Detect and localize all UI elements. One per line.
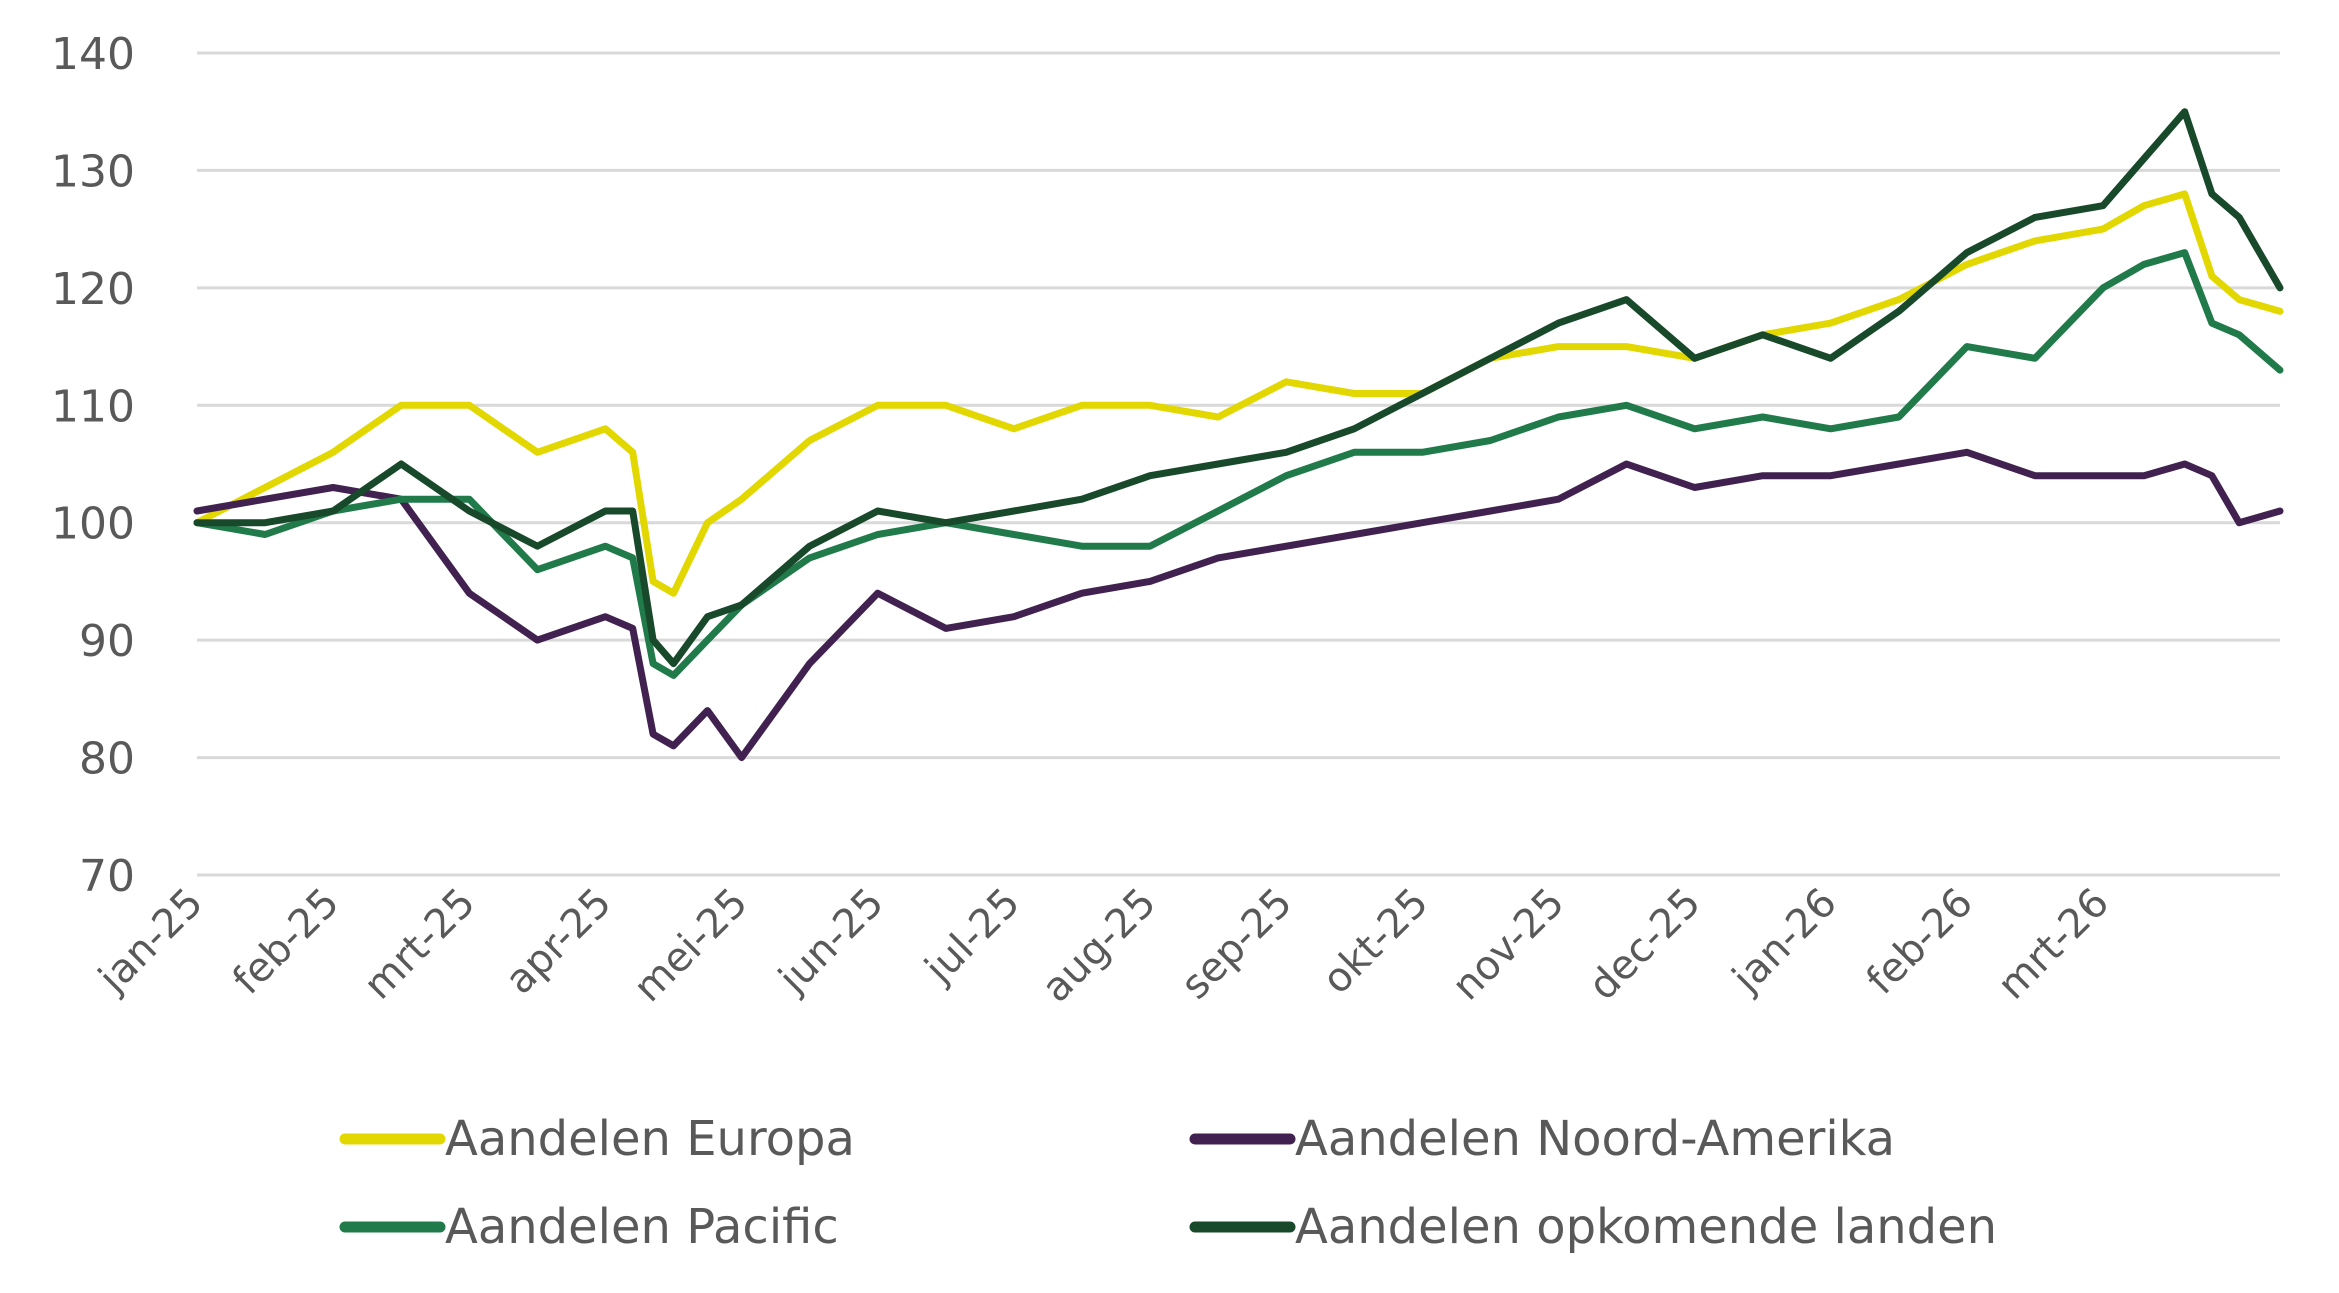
x-tick-label: feb-25 <box>224 880 348 1004</box>
x-tick-label: mei-25 <box>625 880 757 1012</box>
x-tick-label: jun-25 <box>770 880 893 1003</box>
y-tick-label: 90 <box>79 616 135 667</box>
x-tick-label: nov-25 <box>1444 880 1574 1010</box>
y-tick-label: 130 <box>51 146 135 197</box>
y-tick-label: 70 <box>79 851 135 902</box>
series-line-2 <box>193 448 2284 762</box>
legend-label: Aandelen opkomende landen <box>1295 1199 1997 1255</box>
y-tick-label: 110 <box>51 381 135 432</box>
series-line-3 <box>193 249 2284 679</box>
y-tick-label: 120 <box>51 264 135 315</box>
x-tick-label: jul-25 <box>916 880 1029 993</box>
series-line-4 <box>193 108 2284 668</box>
x-tick-label: dec-25 <box>1580 880 1710 1010</box>
x-tick-label: aug-25 <box>1033 880 1165 1012</box>
x-tick-label: apr-25 <box>497 880 621 1004</box>
x-tick-label: mrt-25 <box>355 880 484 1009</box>
x-tick-label: sep-25 <box>1172 880 1301 1009</box>
series-line-1 <box>193 190 2284 597</box>
legend-label: Aandelen Europa <box>445 1111 855 1167</box>
legend-label: Aandelen Noord-Amerika <box>1295 1111 1895 1167</box>
x-axis: jan-25 feb-25 mrt-25 apr-25 mei-25 jun-25 jul-… <box>90 880 2119 1012</box>
y-tick-label: 100 <box>51 499 135 550</box>
legend-label: Aandelen Pacific <box>445 1199 839 1255</box>
y-axis: 70 80 90 100 110 120 130 140 <box>51 29 135 902</box>
x-tick-label: okt-25 <box>1314 880 1438 1004</box>
y-tick-label: 80 <box>79 734 135 785</box>
legend: Aandelen Europa Aandelen Noord-Amerika Aan… <box>339 1111 1997 1255</box>
y-tick-label: 140 <box>51 29 135 80</box>
x-tick-label: mrt-26 <box>1989 880 2118 1009</box>
series-lines <box>193 108 2284 762</box>
x-tick-label: feb-26 <box>1858 880 1982 1004</box>
x-tick-label: jan-26 <box>1723 880 1846 1003</box>
